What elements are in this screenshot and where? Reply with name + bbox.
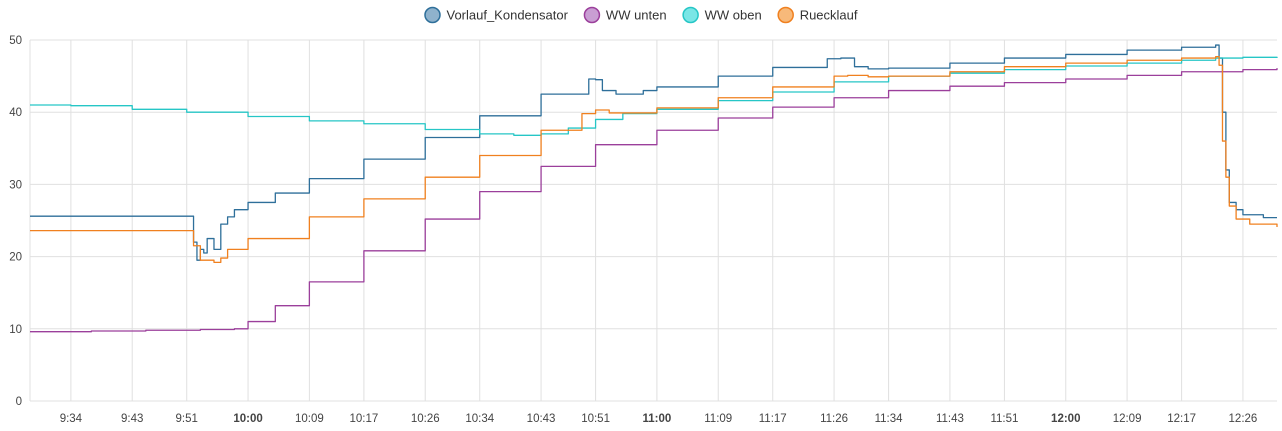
x-tick-label: 9:51 [176,413,198,425]
x-tick-label: 10:17 [350,413,379,425]
legend-item-ww-unten[interactable]: WW unten [583,6,667,24]
series-lines [30,44,1278,333]
y-tick-label: 0 [16,396,22,408]
y-tick-label: 40 [9,107,22,119]
x-tick-label: 11:43 [936,413,964,425]
y-tick-label: 50 [9,35,22,47]
x-tick-label: 10:00 [233,413,262,425]
x-tick-label: 11:00 [643,413,672,425]
series-line-ww-oben[interactable] [30,56,1278,136]
y-axis: 0 10 20 30 40 50 [9,35,22,408]
legend-marker [682,6,699,24]
x-tick-label: 11:26 [820,413,848,425]
legend-label: WW oben [705,8,762,23]
x-tick-label: 11:34 [875,413,904,425]
x-tick-label: 12:09 [1113,413,1142,425]
x-tick-label: 12:00 [1051,413,1080,425]
legend-label: Ruecklauf [800,8,858,23]
legend: Vorlauf_Kondensator WW unten WW oben Rueckl… [424,6,858,24]
x-tick-label: 12:26 [1229,413,1258,425]
grid [29,39,1277,402]
x-tick-label: 11:17 [759,413,787,425]
legend-marker [583,6,601,24]
series-line-ww-unten[interactable] [30,68,1278,333]
legend-item-ww-oben[interactable]: WW oben [682,6,762,24]
series-line-vorlauf-kondensator[interactable] [30,44,1277,261]
legend-label: WW unten [606,8,667,23]
y-tick-label: 20 [9,252,22,264]
x-tick-label: 12:17 [1167,413,1196,425]
legend-marker [777,6,794,24]
x-tick-label: 11:09 [704,413,732,425]
x-tick-label: 10:26 [411,413,440,425]
x-tick-label: 10:34 [465,413,494,425]
x-tick-label: 11:51 [990,413,1018,425]
legend-marker [424,6,441,24]
x-tick-label: 9:34 [60,413,83,425]
x-tick-label: 10:43 [527,413,556,425]
y-tick-label: 30 [9,179,22,191]
x-axis: 9:34 9:43 9:51 10:00 10:09 10:17 10:26 10:34 10:… [60,413,1258,425]
legend-label: Vorlauf_Kondensator [446,8,568,23]
x-tick-label: 10:51 [581,413,610,425]
legend-item-vorlauf-kondensator[interactable]: Vorlauf_Kondensator [424,6,569,24]
x-tick-label: 10:09 [295,413,324,425]
series-line-ruecklauf[interactable] [30,55,1278,264]
y-tick-label: 10 [9,324,22,336]
x-tick-label: 9:43 [121,413,143,425]
legend-item-ruecklauf[interactable]: Ruecklauf [777,6,858,24]
